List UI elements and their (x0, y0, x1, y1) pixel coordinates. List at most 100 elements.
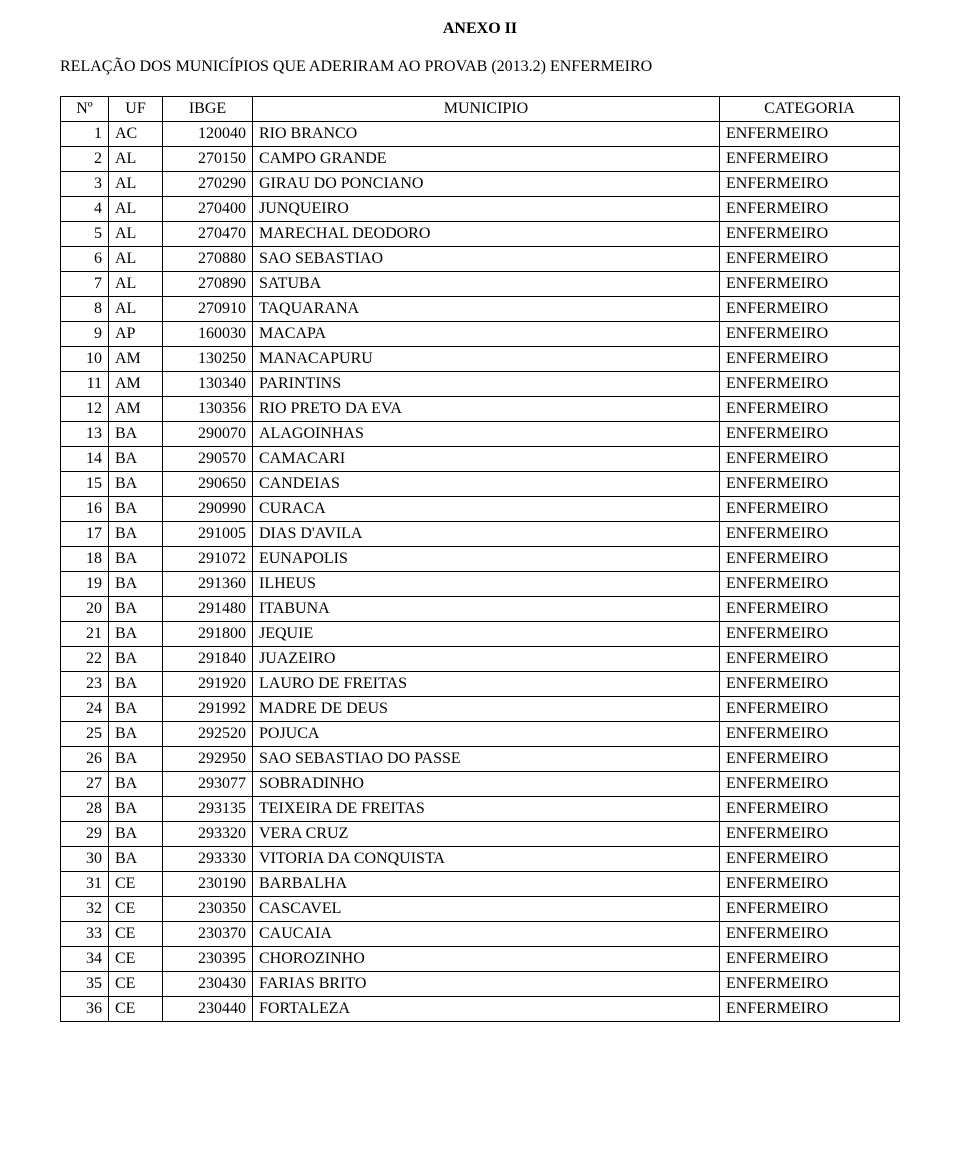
cell-uf: BA (109, 547, 163, 572)
cell-categoria: ENFERMEIRO (720, 397, 900, 422)
cell-ibge: 130340 (163, 372, 253, 397)
cell-categoria: ENFERMEIRO (720, 472, 900, 497)
table-row: 30BA293330VITORIA DA CONQUISTAENFERMEIRO (61, 847, 900, 872)
cell-uf: AM (109, 372, 163, 397)
cell-uf: BA (109, 822, 163, 847)
cell-categoria: ENFERMEIRO (720, 722, 900, 747)
cell-municipio: RIO BRANCO (253, 122, 720, 147)
cell-uf: AL (109, 197, 163, 222)
page-title: ANEXO II (60, 20, 900, 38)
cell-uf: BA (109, 722, 163, 747)
cell-municipio: SOBRADINHO (253, 772, 720, 797)
cell-ibge: 291840 (163, 647, 253, 672)
cell-uf: BA (109, 647, 163, 672)
cell-no: 19 (61, 572, 109, 597)
cell-no: 29 (61, 822, 109, 847)
cell-ibge: 291360 (163, 572, 253, 597)
cell-ibge: 293077 (163, 772, 253, 797)
table-row: 23BA291920LAURO DE FREITASENFERMEIRO (61, 672, 900, 697)
table-row: 22BA291840JUAZEIROENFERMEIRO (61, 647, 900, 672)
cell-ibge: 291920 (163, 672, 253, 697)
cell-ibge: 230190 (163, 872, 253, 897)
cell-no: 25 (61, 722, 109, 747)
cell-categoria: ENFERMEIRO (720, 622, 900, 647)
cell-municipio: JUAZEIRO (253, 647, 720, 672)
cell-uf: CE (109, 872, 163, 897)
cell-uf: BA (109, 597, 163, 622)
cell-uf: AL (109, 222, 163, 247)
table-row: 11AM130340PARINTINSENFERMEIRO (61, 372, 900, 397)
col-no: Nº (61, 97, 109, 122)
cell-categoria: ENFERMEIRO (720, 122, 900, 147)
cell-categoria: ENFERMEIRO (720, 447, 900, 472)
cell-ibge: 270470 (163, 222, 253, 247)
cell-municipio: CHOROZINHO (253, 947, 720, 972)
cell-no: 28 (61, 797, 109, 822)
table-row: 34CE230395CHOROZINHOENFERMEIRO (61, 947, 900, 972)
cell-no: 36 (61, 997, 109, 1022)
cell-categoria: ENFERMEIRO (720, 197, 900, 222)
cell-municipio: FORTALEZA (253, 997, 720, 1022)
cell-categoria: ENFERMEIRO (720, 822, 900, 847)
cell-categoria: ENFERMEIRO (720, 497, 900, 522)
cell-uf: AC (109, 122, 163, 147)
table-row: 15BA290650CANDEIASENFERMEIRO (61, 472, 900, 497)
cell-categoria: ENFERMEIRO (720, 247, 900, 272)
cell-municipio: CASCAVEL (253, 897, 720, 922)
table-row: 19BA291360ILHEUSENFERMEIRO (61, 572, 900, 597)
cell-municipio: CAMACARI (253, 447, 720, 472)
table-row: 21BA291800JEQUIEENFERMEIRO (61, 622, 900, 647)
cell-municipio: SATUBA (253, 272, 720, 297)
cell-no: 16 (61, 497, 109, 522)
cell-no: 5 (61, 222, 109, 247)
table-row: 26BA292950SAO SEBASTIAO DO PASSEENFERMEI… (61, 747, 900, 772)
cell-uf: AM (109, 397, 163, 422)
cell-municipio: RIO PRETO DA EVA (253, 397, 720, 422)
cell-uf: AP (109, 322, 163, 347)
cell-ibge: 230395 (163, 947, 253, 972)
cell-uf: CE (109, 972, 163, 997)
cell-categoria: ENFERMEIRO (720, 347, 900, 372)
cell-ibge: 293330 (163, 847, 253, 872)
cell-categoria: ENFERMEIRO (720, 747, 900, 772)
cell-categoria: ENFERMEIRO (720, 647, 900, 672)
cell-ibge: 290990 (163, 497, 253, 522)
table-row: 3AL270290GIRAU DO PONCIANOENFERMEIRO (61, 172, 900, 197)
cell-municipio: JUNQUEIRO (253, 197, 720, 222)
cell-municipio: SAO SEBASTIAO (253, 247, 720, 272)
table-row: 16BA290990CURACAENFERMEIRO (61, 497, 900, 522)
cell-ibge: 270880 (163, 247, 253, 272)
table-row: 10AM130250MANACAPURUENFERMEIRO (61, 347, 900, 372)
cell-uf: BA (109, 797, 163, 822)
cell-no: 22 (61, 647, 109, 672)
table-row: 20BA291480ITABUNAENFERMEIRO (61, 597, 900, 622)
table-row: 25BA292520POJUCAENFERMEIRO (61, 722, 900, 747)
cell-categoria: ENFERMEIRO (720, 997, 900, 1022)
cell-categoria: ENFERMEIRO (720, 297, 900, 322)
cell-ibge: 291800 (163, 622, 253, 647)
cell-uf: AL (109, 297, 163, 322)
cell-ibge: 270290 (163, 172, 253, 197)
cell-municipio: DIAS D'AVILA (253, 522, 720, 547)
cell-categoria: ENFERMEIRO (720, 222, 900, 247)
cell-uf: AL (109, 247, 163, 272)
cell-ibge: 293320 (163, 822, 253, 847)
cell-municipio: MARECHAL DEODORO (253, 222, 720, 247)
cell-municipio: VERA CRUZ (253, 822, 720, 847)
cell-ibge: 291480 (163, 597, 253, 622)
cell-uf: AL (109, 147, 163, 172)
cell-no: 14 (61, 447, 109, 472)
cell-municipio: MADRE DE DEUS (253, 697, 720, 722)
cell-municipio: CAUCAIA (253, 922, 720, 947)
col-uf: UF (109, 97, 163, 122)
cell-no: 18 (61, 547, 109, 572)
col-categoria: CATEGORIA (720, 97, 900, 122)
cell-categoria: ENFERMEIRO (720, 797, 900, 822)
cell-ibge: 290570 (163, 447, 253, 472)
cell-no: 2 (61, 147, 109, 172)
cell-uf: CE (109, 922, 163, 947)
table-row: 13BA290070ALAGOINHASENFERMEIRO (61, 422, 900, 447)
cell-ibge: 291072 (163, 547, 253, 572)
municipios-table: Nº UF IBGE MUNICIPIO CATEGORIA 1AC120040… (60, 96, 900, 1022)
table-row: 7AL270890SATUBAENFERMEIRO (61, 272, 900, 297)
